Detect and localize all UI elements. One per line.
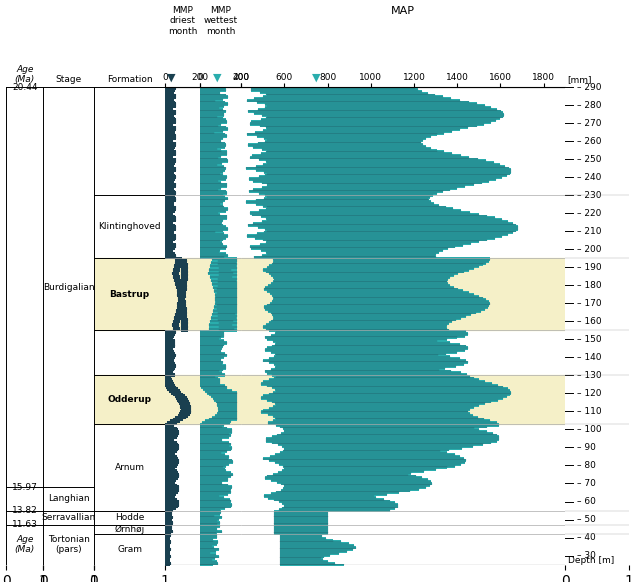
Text: – 230: – 230 (577, 191, 601, 200)
Text: – 80: – 80 (577, 461, 596, 470)
Text: – 220: – 220 (577, 209, 601, 218)
Text: – 110: – 110 (577, 407, 601, 416)
Text: – 140: – 140 (577, 353, 601, 362)
Text: Burdigalian: Burdigalian (43, 283, 95, 292)
Text: – 50: – 50 (577, 515, 596, 524)
Text: Gram: Gram (117, 545, 142, 553)
Text: – 180: – 180 (577, 281, 601, 290)
Bar (94, 375, 165, 424)
Text: ▼: ▼ (213, 73, 222, 83)
Text: Odderup: Odderup (107, 395, 152, 404)
Text: Depth [m]: Depth [m] (568, 556, 615, 566)
Bar (200, 258, 241, 331)
Bar (241, 258, 565, 331)
Text: – 190: – 190 (577, 263, 601, 272)
Text: – 210: – 210 (577, 227, 601, 236)
Text: Age
(Ma): Age (Ma) (15, 65, 35, 84)
Text: Age
(Ma): Age (Ma) (15, 535, 35, 555)
Text: Ørnhøj: Ørnhøj (114, 525, 145, 534)
Text: Stage: Stage (55, 76, 82, 84)
Text: – 160: – 160 (577, 317, 601, 326)
Text: [mm]: [mm] (567, 76, 592, 84)
Text: Arnum: Arnum (114, 463, 145, 472)
Text: 20.44: 20.44 (12, 83, 37, 92)
Text: 11.63: 11.63 (12, 520, 37, 530)
Text: ▼: ▼ (168, 73, 176, 83)
Text: – 240: – 240 (577, 173, 601, 182)
Text: MMP
driest
month: MMP driest month (168, 6, 197, 36)
Text: – 290: – 290 (577, 83, 601, 92)
Text: – 130: – 130 (577, 371, 601, 380)
Text: 13.82: 13.82 (12, 506, 37, 515)
Text: – 60: – 60 (577, 497, 596, 506)
Text: – 250: – 250 (577, 155, 601, 164)
Text: – 280: – 280 (577, 101, 601, 110)
Bar (200, 375, 241, 424)
Text: – 70: – 70 (577, 479, 596, 488)
Text: Formation: Formation (107, 76, 152, 84)
Bar (165, 375, 200, 424)
Text: Hodde: Hodde (115, 513, 144, 522)
Text: Serravallian: Serravallian (41, 513, 96, 522)
Text: – 170: – 170 (577, 299, 601, 308)
Text: – 270: – 270 (577, 119, 601, 128)
Text: Bastrup: Bastrup (109, 290, 150, 299)
Text: – 40: – 40 (577, 533, 596, 542)
Text: MAP: MAP (391, 6, 415, 16)
Text: – 90: – 90 (577, 443, 596, 452)
Text: Klintinghoved: Klintinghoved (98, 222, 161, 232)
Text: Langhian: Langhian (48, 494, 90, 503)
Text: – 260: – 260 (577, 137, 601, 146)
Bar (165, 258, 200, 331)
Text: – 30: – 30 (577, 551, 596, 560)
Bar (94, 258, 165, 331)
Text: – 200: – 200 (577, 245, 601, 254)
Text: – 120: – 120 (577, 389, 601, 398)
Text: MMP
wettest
month: MMP wettest month (204, 6, 237, 36)
Text: 15.97: 15.97 (12, 482, 37, 492)
Text: Tortonian
(pars): Tortonian (pars) (48, 535, 90, 555)
Text: – 150: – 150 (577, 335, 601, 344)
Bar (241, 375, 565, 424)
Text: ▼: ▼ (312, 73, 321, 83)
Text: – 100: – 100 (577, 425, 601, 434)
